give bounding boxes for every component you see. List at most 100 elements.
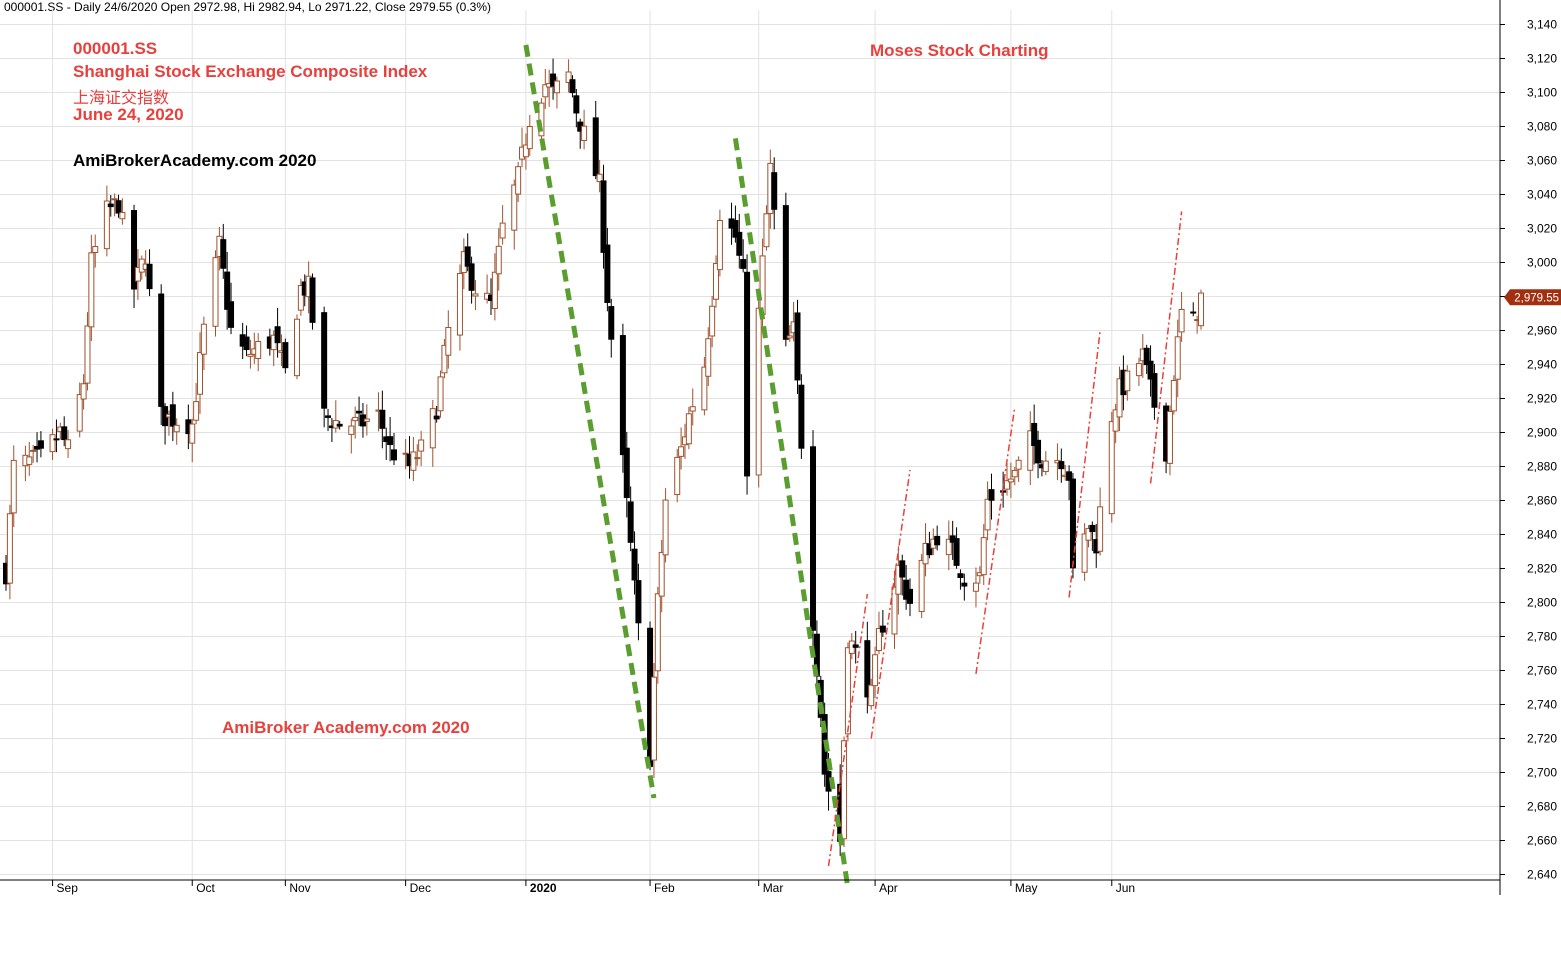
candle-down bbox=[146, 263, 153, 290]
x-tick-label: Sep bbox=[57, 881, 79, 895]
candle-down bbox=[794, 312, 801, 381]
candle-up bbox=[76, 394, 83, 432]
candle-down bbox=[782, 205, 789, 340]
candle-up bbox=[868, 684, 875, 707]
candle-up bbox=[565, 71, 572, 83]
candle-up bbox=[410, 451, 417, 471]
y-tick-label: 3,100 bbox=[1527, 86, 1557, 100]
candle-up bbox=[65, 439, 72, 450]
candle-up bbox=[92, 246, 99, 253]
candle-up bbox=[522, 144, 529, 158]
y-tick-label: 2,900 bbox=[1527, 426, 1557, 440]
candle-down bbox=[852, 644, 859, 648]
candle-up bbox=[193, 401, 200, 421]
candle-up bbox=[709, 305, 716, 337]
candle-up bbox=[10, 459, 17, 514]
index-name-cn-annotation: 上海证交指数 bbox=[73, 88, 170, 107]
candle-down bbox=[390, 449, 397, 461]
candle-down bbox=[228, 301, 235, 328]
candle-down bbox=[623, 447, 630, 499]
candle-down bbox=[600, 180, 607, 253]
candle-up bbox=[844, 647, 851, 735]
y-tick-label: 3,140 bbox=[1527, 18, 1557, 32]
trendlines-layer bbox=[523, 44, 1183, 889]
candle-down bbox=[1143, 347, 1150, 366]
candle-down bbox=[309, 277, 316, 323]
trendline-green bbox=[523, 44, 657, 799]
candle-down bbox=[169, 404, 176, 427]
candle-up bbox=[786, 335, 793, 339]
candle-down bbox=[243, 336, 250, 351]
y-tick-label: 2,660 bbox=[1527, 834, 1557, 848]
y-tick-label: 2,780 bbox=[1527, 630, 1557, 644]
candle-down bbox=[1190, 311, 1197, 314]
candle-down bbox=[635, 580, 642, 624]
candle-down bbox=[356, 410, 363, 414]
candle-up bbox=[363, 418, 370, 422]
candle-up bbox=[945, 538, 952, 556]
candle-up bbox=[1085, 528, 1092, 541]
y-tick-label: 3,040 bbox=[1527, 188, 1557, 202]
x-tick-label: Jun bbox=[1116, 881, 1135, 895]
candle-up bbox=[662, 499, 669, 556]
candle-up bbox=[26, 456, 33, 465]
x-tick-label: Feb bbox=[654, 881, 675, 895]
candle-up bbox=[495, 245, 502, 275]
candle-down bbox=[282, 342, 289, 369]
candle-up bbox=[200, 323, 207, 355]
y-tick-label: 3,000 bbox=[1527, 256, 1557, 270]
candle-up bbox=[1198, 292, 1204, 327]
candle-up bbox=[1135, 363, 1142, 377]
y-tick-label: 2,840 bbox=[1527, 528, 1557, 542]
candle-down bbox=[798, 384, 805, 449]
watermark-black: AmiBrokerAcademy.com 2020 bbox=[73, 151, 317, 170]
candle-down bbox=[1066, 471, 1073, 481]
candle-up bbox=[658, 551, 665, 597]
candle-up bbox=[972, 582, 979, 592]
trendline-red bbox=[827, 593, 869, 867]
y-tick-label: 2,740 bbox=[1527, 698, 1557, 712]
candle-down bbox=[325, 415, 332, 418]
candle-down bbox=[817, 679, 824, 718]
candle-down bbox=[740, 259, 747, 269]
x-tick-label: May bbox=[1015, 881, 1038, 895]
candle-up bbox=[685, 413, 692, 445]
candle-down bbox=[744, 271, 751, 477]
candle-up bbox=[515, 166, 522, 195]
candle-up bbox=[1108, 421, 1115, 515]
candle-down bbox=[1151, 373, 1158, 408]
x-tick-label: Oct bbox=[196, 881, 215, 895]
candle-down bbox=[321, 312, 328, 409]
candle-up bbox=[472, 293, 479, 297]
candle-up bbox=[402, 452, 409, 455]
trendline-red bbox=[870, 469, 911, 739]
candle-up bbox=[872, 654, 879, 687]
candle-up bbox=[581, 125, 588, 141]
candle-up bbox=[674, 456, 681, 496]
candle-down bbox=[61, 426, 68, 441]
candle-up bbox=[875, 628, 882, 652]
candle-down bbox=[608, 306, 615, 340]
y-tick-label: 2,680 bbox=[1527, 800, 1557, 814]
last-price-label: 2,979.55 bbox=[1514, 292, 1559, 304]
candle-up bbox=[713, 263, 720, 300]
candle-down bbox=[387, 436, 394, 446]
candle-down bbox=[131, 210, 138, 290]
candle-down bbox=[879, 625, 886, 633]
candle-up bbox=[918, 559, 925, 612]
candle-up bbox=[173, 424, 180, 433]
candle-down bbox=[1035, 439, 1042, 464]
last-price-badge bbox=[1504, 289, 1561, 306]
candle-down bbox=[1089, 524, 1096, 533]
candle-up bbox=[1178, 308, 1185, 333]
candle-up bbox=[352, 416, 359, 422]
candle-down bbox=[732, 220, 739, 238]
candle-up bbox=[1097, 506, 1104, 552]
candle-up bbox=[654, 593, 661, 672]
candle-down bbox=[627, 501, 634, 543]
candle-up bbox=[30, 449, 37, 452]
candle-down bbox=[631, 548, 638, 581]
candle-down bbox=[619, 335, 626, 456]
index-name-annotation: Shanghai Stock Exchange Composite Index bbox=[73, 62, 428, 81]
